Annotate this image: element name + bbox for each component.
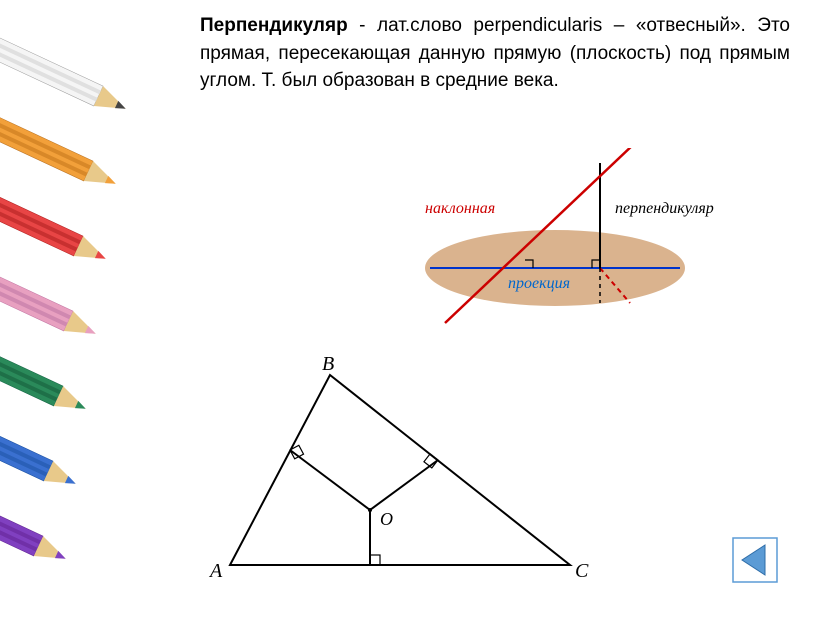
definition-text: Перпендикуляр - лат.слово perpendiculari… bbox=[200, 12, 790, 95]
back-button[interactable] bbox=[732, 537, 778, 583]
point-A: A bbox=[208, 560, 223, 582]
triangle-diagram: A B C O bbox=[200, 355, 600, 595]
pencils-decoration bbox=[0, 0, 200, 613]
triangle-left-icon bbox=[732, 537, 778, 583]
point-O: O bbox=[380, 509, 393, 529]
point-C: C bbox=[575, 560, 589, 582]
perpendicular-plane-diagram: наклонная перпендикуляр проекция bbox=[370, 148, 740, 348]
label-perpendikular: перпендикуляр bbox=[615, 200, 714, 217]
point-B: B bbox=[322, 355, 334, 375]
term-title: Перпендикуляр bbox=[200, 15, 348, 36]
label-naklonnaya: наклонная bbox=[425, 200, 495, 217]
label-proekciya: проекция bbox=[508, 275, 570, 292]
